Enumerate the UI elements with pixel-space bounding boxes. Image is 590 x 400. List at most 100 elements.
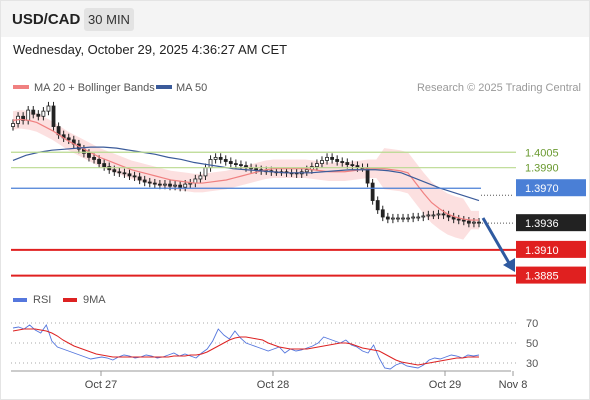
candle-body bbox=[335, 159, 340, 162]
candle bbox=[325, 153, 329, 165]
x-tick-label: Oct 29 bbox=[429, 379, 461, 391]
candle-body bbox=[228, 161, 233, 164]
ma50-legend-swatch bbox=[156, 85, 172, 89]
rsi-plot: 70 50 30 bbox=[11, 318, 538, 370]
support-tag bbox=[516, 266, 586, 284]
x-tick-label: Nov 8 bbox=[499, 379, 528, 391]
candle bbox=[21, 112, 26, 125]
candle-body bbox=[122, 172, 127, 175]
candle-body bbox=[431, 214, 436, 217]
candle bbox=[132, 171, 137, 182]
candle-body bbox=[127, 173, 132, 177]
candle bbox=[466, 217, 471, 228]
candle-body bbox=[203, 167, 208, 177]
candle bbox=[411, 212, 416, 223]
candle bbox=[401, 213, 405, 223]
candle bbox=[66, 133, 71, 145]
candle-body bbox=[218, 156, 223, 160]
candle bbox=[46, 101, 51, 116]
candle-body bbox=[239, 164, 243, 167]
candle bbox=[335, 155, 340, 166]
candle-body bbox=[436, 213, 441, 216]
candle-body bbox=[102, 163, 107, 168]
ma20-legend-label: MA 20 + Bollinger Bands bbox=[34, 82, 155, 94]
rsi-ma-legend-swatch bbox=[63, 298, 77, 302]
candle-body bbox=[208, 159, 213, 169]
support-tag bbox=[516, 240, 586, 258]
candle bbox=[416, 212, 421, 222]
candle bbox=[31, 106, 36, 119]
candle-body bbox=[142, 179, 147, 183]
pivot-tag bbox=[516, 179, 586, 197]
candle bbox=[385, 212, 390, 224]
current-price-tag bbox=[516, 214, 586, 232]
candle bbox=[41, 107, 46, 121]
rsi-legend-label: RSI bbox=[33, 294, 51, 306]
candle bbox=[340, 157, 345, 167]
candle bbox=[11, 119, 15, 131]
candle-body bbox=[66, 137, 71, 141]
candle-body bbox=[472, 221, 476, 224]
pivot-label: 1.3970 bbox=[525, 183, 559, 195]
candle bbox=[330, 153, 335, 164]
ma50-legend-label: MA 50 bbox=[176, 82, 207, 94]
candle-body bbox=[416, 216, 421, 219]
resistance-label: 1.3990 bbox=[525, 163, 559, 175]
candle bbox=[137, 172, 142, 185]
candle-body bbox=[233, 163, 238, 165]
level-support: 1.3910 bbox=[11, 240, 586, 258]
candle bbox=[213, 153, 218, 164]
candle-body bbox=[320, 160, 324, 164]
candle-body bbox=[152, 182, 157, 185]
rsi-tick-label: 50 bbox=[526, 338, 538, 350]
candle-body bbox=[132, 175, 137, 178]
resistance-label: 1.4005 bbox=[525, 147, 559, 159]
candle-body bbox=[51, 105, 56, 127]
candle bbox=[396, 213, 400, 223]
candle bbox=[228, 157, 233, 168]
candle-body bbox=[213, 156, 218, 160]
candle-body bbox=[173, 184, 177, 187]
candle bbox=[223, 155, 228, 166]
candle bbox=[127, 169, 132, 180]
candle bbox=[461, 215, 466, 226]
candle bbox=[390, 213, 395, 224]
candle-body bbox=[461, 219, 466, 222]
candle-body bbox=[168, 183, 172, 187]
candle bbox=[380, 205, 385, 222]
candle-body bbox=[441, 213, 446, 216]
candle-body bbox=[375, 200, 380, 211]
timeframe-badge[interactable]: 30 MIN bbox=[84, 8, 134, 31]
candle bbox=[436, 209, 441, 220]
candle bbox=[375, 196, 380, 214]
candle bbox=[370, 178, 375, 205]
rsi-tick-label: 70 bbox=[526, 318, 538, 330]
candle bbox=[142, 175, 147, 187]
candle-body bbox=[198, 175, 203, 180]
candle-body bbox=[41, 110, 46, 117]
candle bbox=[36, 110, 41, 121]
level-pivot: 1.3970 bbox=[11, 179, 586, 197]
x-tick-label: Oct 28 bbox=[257, 379, 289, 391]
candle-body bbox=[178, 184, 183, 188]
candle bbox=[152, 178, 157, 189]
key-levels: 1.4005 1.3990 1.3970 1.3936 1.3910 1.3885 bbox=[11, 147, 586, 284]
candle-body bbox=[36, 113, 41, 117]
projection-arrow bbox=[481, 217, 515, 272]
support-label: 1.3885 bbox=[525, 271, 559, 283]
candle-body bbox=[411, 216, 416, 219]
rsi-line bbox=[12, 324, 480, 370]
candle-body bbox=[112, 169, 117, 173]
candle-body bbox=[426, 214, 431, 217]
level-resistance: 1.4005 bbox=[11, 147, 559, 159]
candle-body bbox=[304, 169, 309, 173]
x-axis: Oct 27 Oct 28 Oct 29 Nov 8 bbox=[85, 371, 528, 391]
candle-body bbox=[223, 159, 228, 162]
candle-body bbox=[157, 183, 162, 186]
candle-body bbox=[370, 182, 375, 201]
currency-pair: USD/CAD bbox=[12, 11, 81, 28]
candle-body bbox=[325, 156, 329, 161]
candle-body bbox=[87, 152, 91, 158]
candle-body bbox=[46, 105, 51, 112]
